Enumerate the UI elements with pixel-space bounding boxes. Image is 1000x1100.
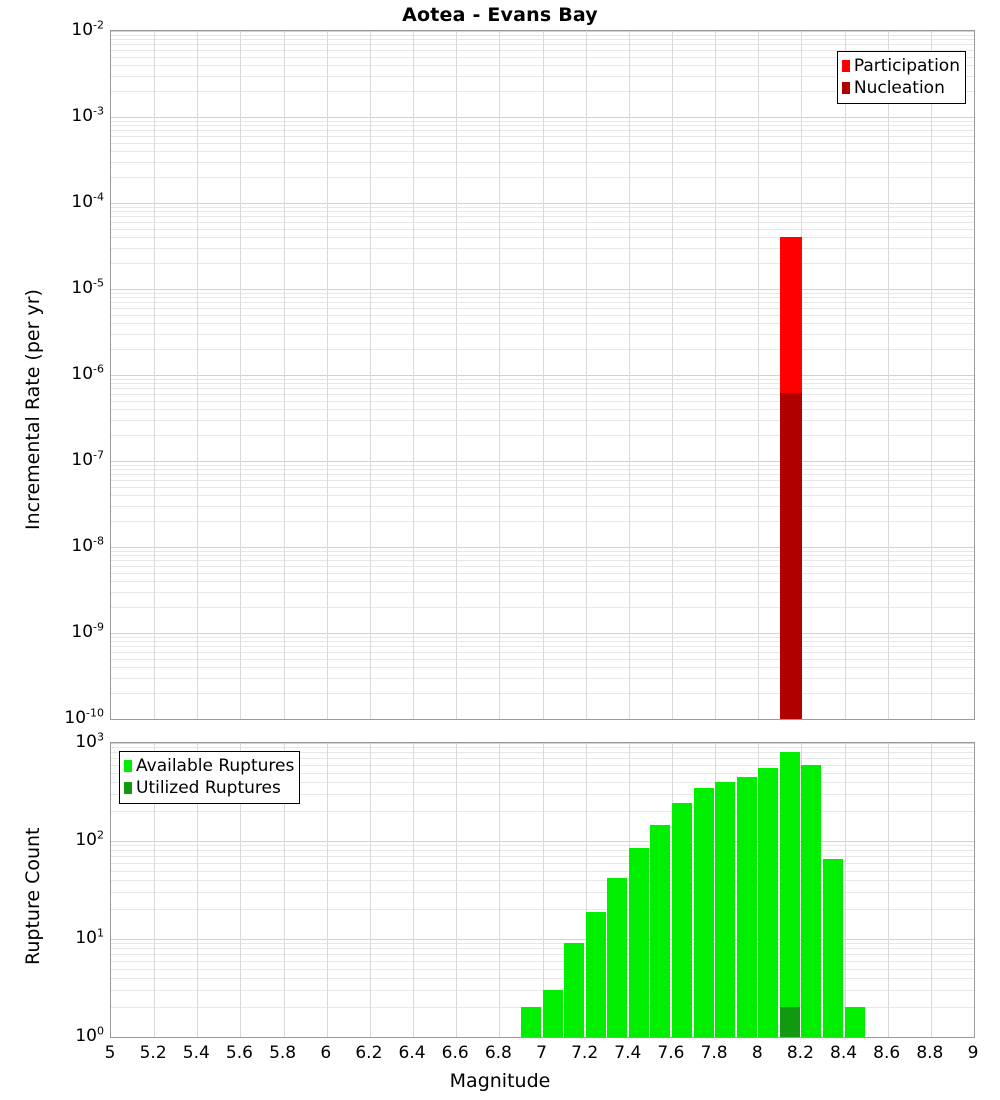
x-tick-label: 7 bbox=[536, 1043, 547, 1063]
x-tick-label: 7.6 bbox=[657, 1043, 684, 1063]
bar-available-ruptures-14 bbox=[801, 765, 821, 1037]
y-tick-label: 10-2 bbox=[71, 20, 104, 40]
x-tick-label: 5.8 bbox=[269, 1043, 296, 1063]
bar-available-ruptures-1 bbox=[521, 1007, 541, 1037]
x-tick-label: 8.4 bbox=[830, 1043, 857, 1063]
bar-available-ruptures-9 bbox=[694, 788, 714, 1037]
bar-available-ruptures-13 bbox=[780, 752, 800, 1037]
x-tick-label: 5.4 bbox=[183, 1043, 210, 1063]
top-plot-legend: Participation Nucleation bbox=[837, 51, 966, 104]
chart-page: Aotea - Evans Bay Incremental Rate (per … bbox=[0, 0, 1000, 1100]
bottom-plot-legend: Available Ruptures Utilized Ruptures bbox=[119, 751, 300, 804]
x-tick-label: 8 bbox=[752, 1043, 763, 1063]
bar-utilized-ruptures-0 bbox=[780, 1007, 800, 1037]
top-plot-bars bbox=[111, 31, 974, 719]
x-tick-label: 5.2 bbox=[140, 1043, 167, 1063]
bar-available-ruptures-6 bbox=[629, 848, 649, 1037]
legend-swatch-icon bbox=[842, 60, 850, 72]
y-tick-label: 10-4 bbox=[71, 192, 104, 212]
y-tick-label: 10-3 bbox=[71, 106, 104, 126]
y-tick-label: 10-10 bbox=[64, 708, 104, 728]
bar-available-ruptures-3 bbox=[564, 943, 584, 1037]
page-title: Aotea - Evans Bay bbox=[0, 4, 1000, 26]
bar-nucleation-0 bbox=[780, 393, 802, 719]
y-tick-label: 10-9 bbox=[71, 622, 104, 642]
y-tick-label: 10-5 bbox=[71, 278, 104, 298]
x-axis-label: Magnitude bbox=[0, 1070, 1000, 1092]
x-tick-label: 6.2 bbox=[355, 1043, 382, 1063]
bottom-plot-y-axis-label: Rupture Count bbox=[22, 828, 44, 966]
x-tick-label: 8.6 bbox=[873, 1043, 900, 1063]
bar-available-ruptures-2 bbox=[543, 990, 563, 1037]
bar-available-ruptures-12 bbox=[758, 768, 778, 1037]
bar-available-ruptures-11 bbox=[737, 777, 757, 1037]
y-tick-label: 103 bbox=[75, 732, 104, 752]
x-tick-label: 5 bbox=[105, 1043, 116, 1063]
legend-item: Available Ruptures bbox=[124, 755, 294, 777]
x-tick-label: 6 bbox=[320, 1043, 331, 1063]
x-tick-label: 6.4 bbox=[399, 1043, 426, 1063]
bar-available-ruptures-10 bbox=[715, 782, 735, 1037]
y-tick-label: 102 bbox=[75, 830, 104, 850]
legend-swatch-icon bbox=[124, 760, 132, 772]
bar-available-ruptures-7 bbox=[650, 825, 670, 1037]
top-plot-y-axis-label: Incremental Rate (per yr) bbox=[22, 289, 44, 530]
incremental-rate-plot: Participation Nucleation bbox=[110, 30, 975, 720]
x-tick-label: 7.8 bbox=[701, 1043, 728, 1063]
y-tick-label: 10-8 bbox=[71, 536, 104, 556]
rupture-count-plot: Available Ruptures Utilized Ruptures bbox=[110, 742, 975, 1038]
x-tick-label: 6.8 bbox=[485, 1043, 512, 1063]
legend-swatch-icon bbox=[124, 782, 132, 794]
bar-available-ruptures-tail-0 bbox=[845, 1007, 865, 1037]
bar-available-ruptures-15 bbox=[823, 859, 843, 1037]
y-tick-label: 100 bbox=[75, 1026, 104, 1046]
legend-item: Nucleation bbox=[842, 77, 960, 99]
legend-label: Nucleation bbox=[854, 80, 945, 97]
x-tick-label: 8.2 bbox=[787, 1043, 814, 1063]
y-tick-label: 10-6 bbox=[71, 364, 104, 384]
legend-item: Participation bbox=[842, 55, 960, 77]
y-tick-label: 101 bbox=[75, 928, 104, 948]
legend-label: Available Ruptures bbox=[136, 758, 294, 775]
bar-available-ruptures-5 bbox=[607, 878, 627, 1037]
x-tick-label: 8.8 bbox=[916, 1043, 943, 1063]
x-tick-label: 7.2 bbox=[571, 1043, 598, 1063]
legend-label: Utilized Ruptures bbox=[136, 780, 281, 797]
x-tick-label: 9 bbox=[968, 1043, 979, 1063]
x-tick-label: 6.6 bbox=[442, 1043, 469, 1063]
bar-available-ruptures-8 bbox=[672, 803, 692, 1037]
legend-swatch-icon bbox=[842, 82, 850, 94]
x-tick-label: 5.6 bbox=[226, 1043, 253, 1063]
legend-item: Utilized Ruptures bbox=[124, 777, 294, 799]
bar-available-ruptures-4 bbox=[586, 912, 606, 1037]
x-tick-label: 7.4 bbox=[614, 1043, 641, 1063]
legend-label: Participation bbox=[854, 58, 960, 75]
y-tick-label: 10-7 bbox=[71, 450, 104, 470]
